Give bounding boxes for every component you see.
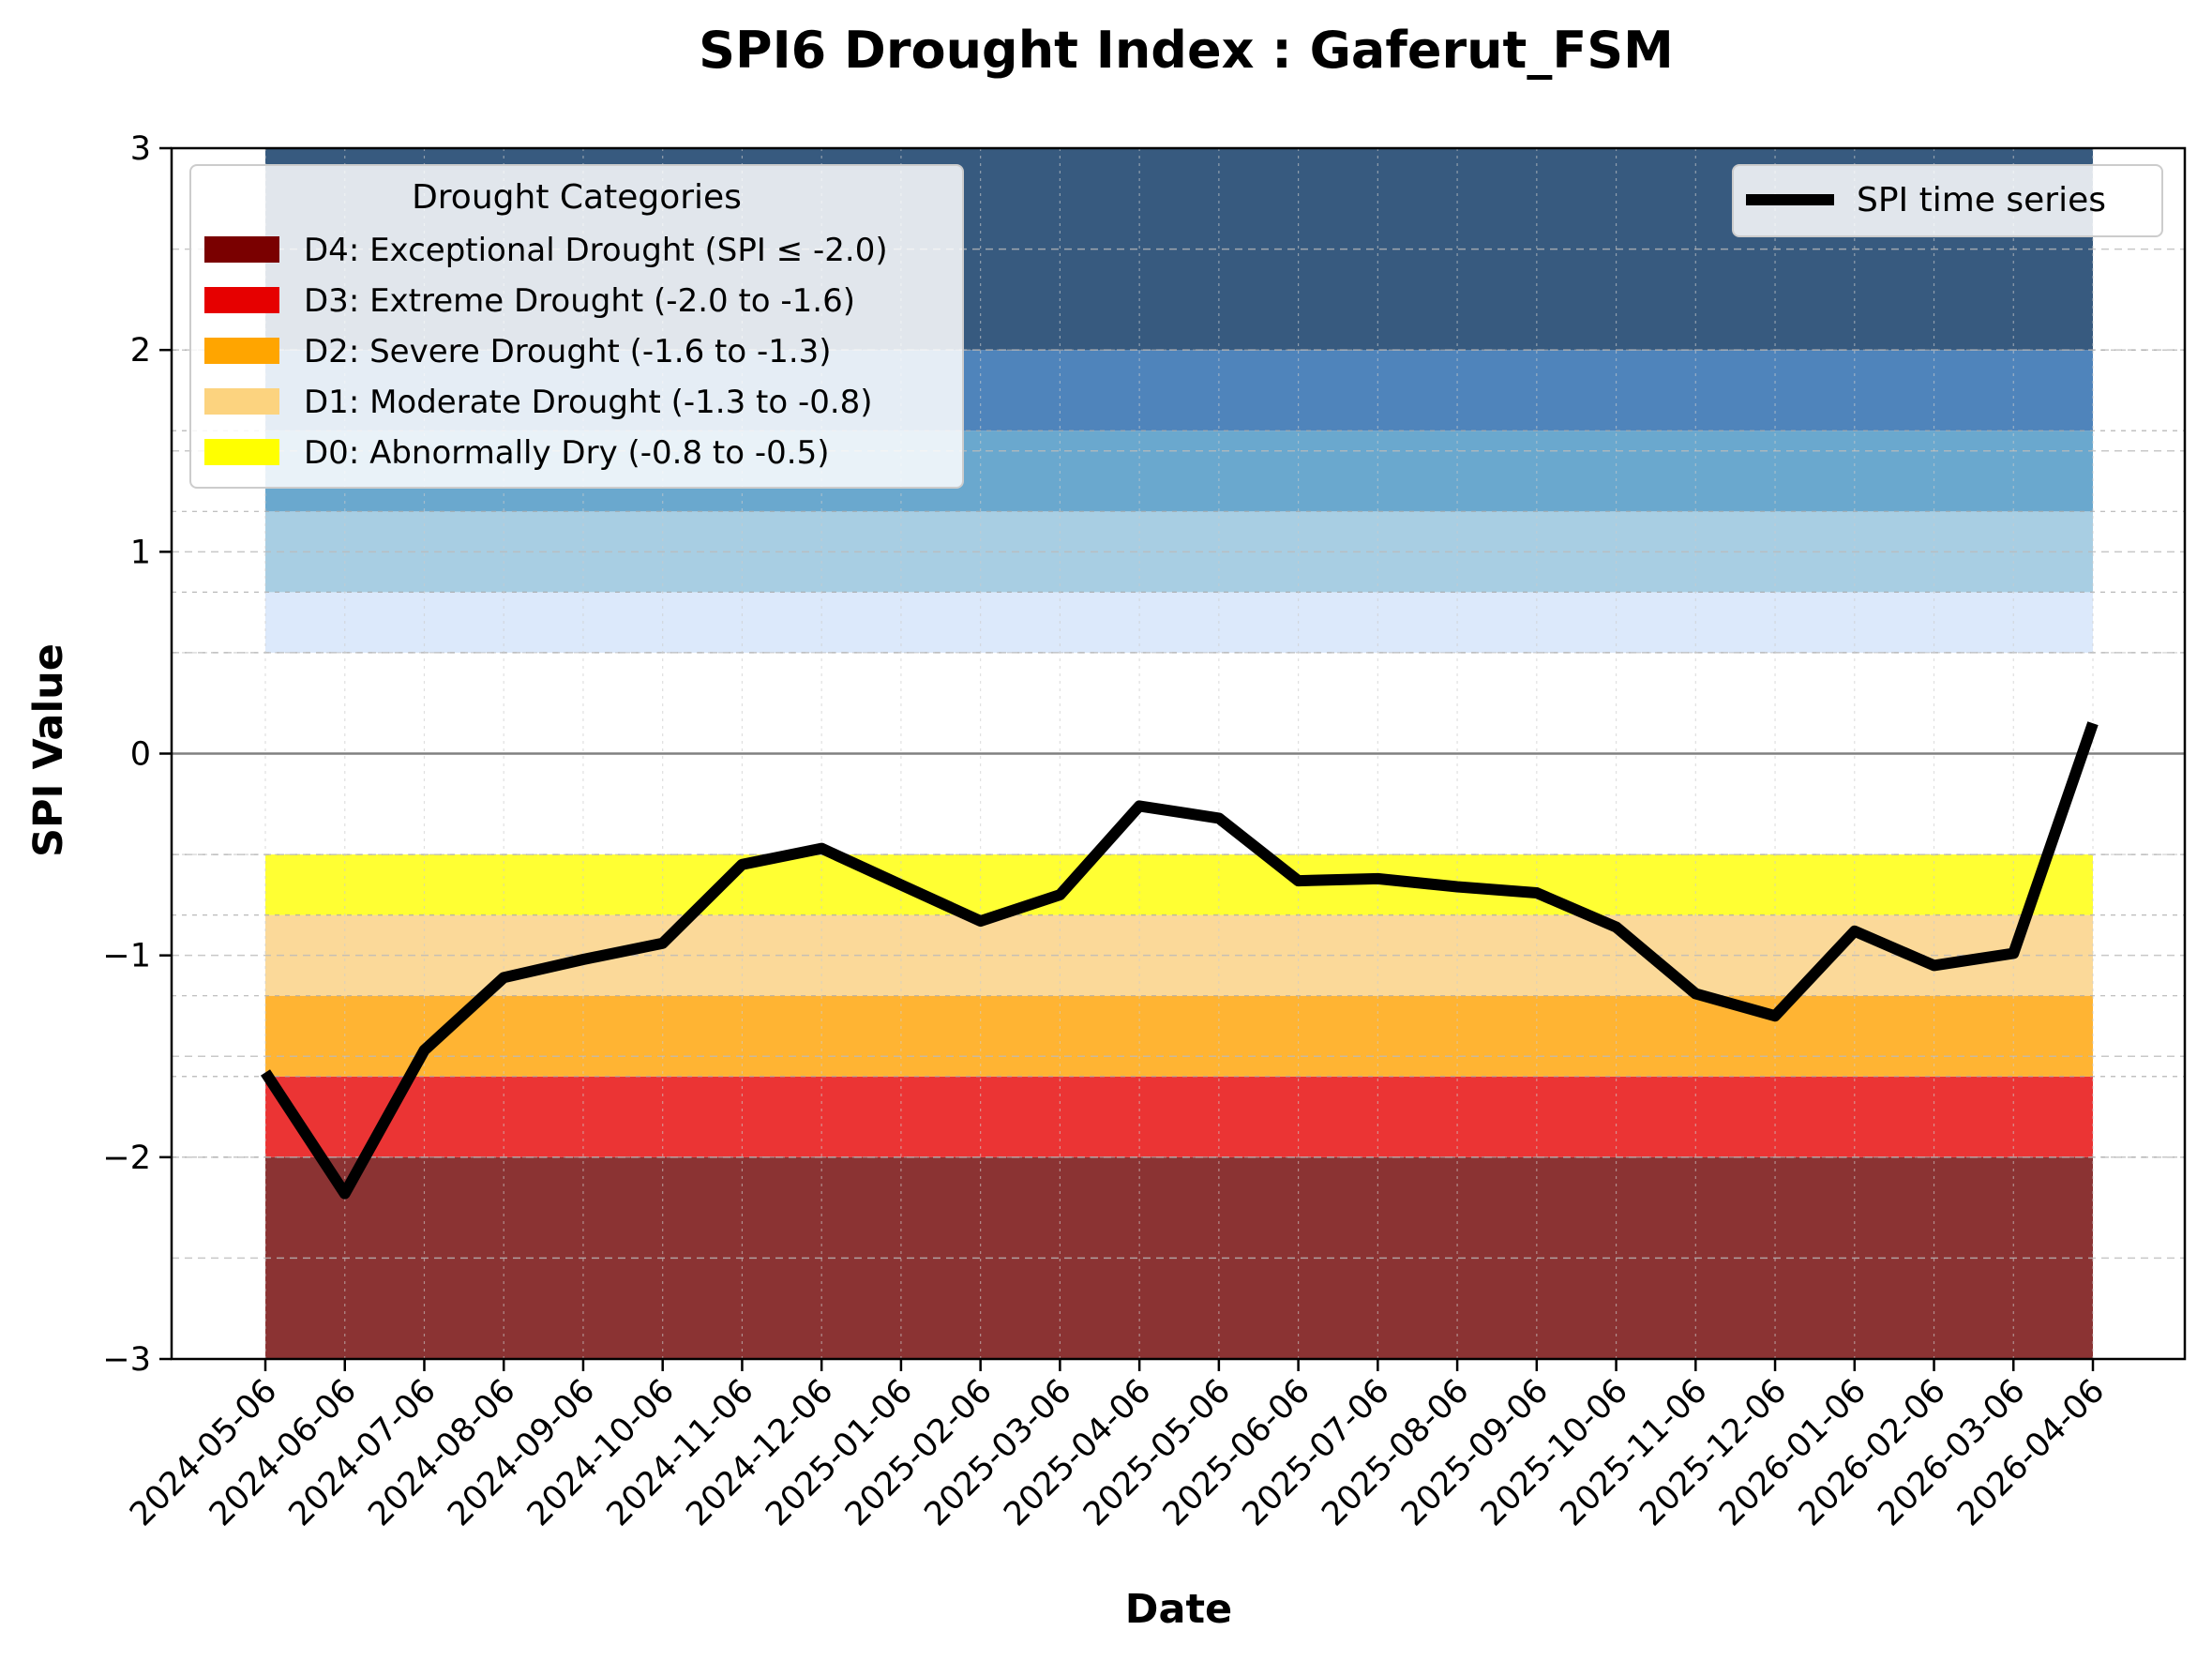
legend-swatch-0 <box>204 236 279 263</box>
y-tick-label-5: 2 <box>130 332 151 370</box>
legend-label-3: D1: Moderate Drought (-1.3 to -0.8) <box>304 384 873 421</box>
legend-title: Drought Categories <box>412 178 742 217</box>
legend-series-box <box>1732 164 2163 237</box>
legend-series-label: SPI time series <box>1857 181 2106 219</box>
legend-series: SPI time series <box>1732 164 2163 237</box>
y-tick-label-3: 0 <box>130 736 151 774</box>
x-axis: 2024-05-062024-06-062024-07-062024-08-06… <box>123 1359 2112 1533</box>
legend-label-4: D0: Abnormally Dry (-0.8 to -0.5) <box>304 434 829 472</box>
legend-swatch-3 <box>204 388 279 415</box>
band-2 <box>265 995 2093 1077</box>
y-tick-label-1: −2 <box>102 1140 151 1177</box>
y-tick-label-4: 1 <box>130 534 151 571</box>
x-axis-label: Date <box>1125 1586 1232 1633</box>
legend-swatch-2 <box>204 338 279 364</box>
legend-label-2: D2: Severe Drought (-1.6 to -1.3) <box>304 333 832 370</box>
y-axis-label: SPI Value <box>25 643 72 857</box>
band-5 <box>265 592 2093 653</box>
legend-box <box>189 164 964 489</box>
band-1 <box>265 1076 2093 1157</box>
spi-series <box>260 721 2099 1200</box>
legend-label-0: D4: Exceptional Drought (SPI ≤ -2.0) <box>304 232 888 269</box>
legend-label-1: D3: Extreme Drought (-2.0 to -1.6) <box>304 282 855 320</box>
series-line-0 <box>260 721 2099 1200</box>
y-axis: −3 −2 −1 0 1 2 3 <box>102 130 172 1379</box>
y-tick-label-6: 3 <box>130 130 151 168</box>
legend-drought-categories: Drought Categories D4: Exceptional Droug… <box>189 164 964 489</box>
legend-swatch-1 <box>204 287 279 313</box>
y-tick-label-0: −3 <box>102 1341 151 1379</box>
y-tick-label-2: −1 <box>102 938 151 975</box>
band-4 <box>265 854 2093 915</box>
legend-swatch-4 <box>204 439 279 465</box>
chart-title: SPI6 Drought Index : Gaferut_FSM <box>699 21 1674 80</box>
